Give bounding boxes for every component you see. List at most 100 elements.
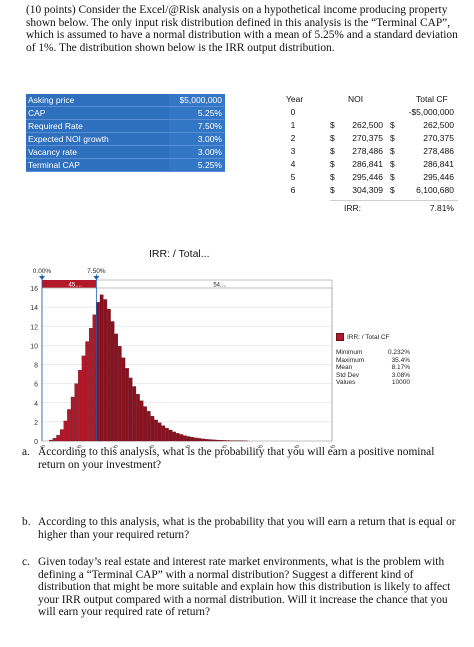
histogram-bar [208,439,213,442]
histogram-bar [88,328,93,442]
histogram-bar [186,436,191,442]
input-value: $5,000,000 [169,94,225,107]
input-value: 3.00% [169,146,225,159]
cashflow-row: 4 $286,841 $286,841 [278,158,458,171]
histogram-bar [183,435,187,442]
histogram-bar [194,437,198,442]
input-row: Asking price $5,000,000 [26,94,225,107]
histogram-bar [204,439,209,442]
input-label: Asking price [26,94,169,107]
histogram-bar [56,435,60,442]
histogram-bar [78,370,82,442]
input-row: Required Rate 7.50% [26,120,225,133]
cashflow-row: 0 -$5,000,000 [278,106,458,119]
dollar-sign: $ [330,120,335,130]
histogram-bar [92,314,97,442]
histogram-bar [150,415,155,442]
left-probability-label: 45.... [69,283,83,289]
input-value: 3.00% [169,133,225,146]
noi-cell: 262,500 [352,120,383,130]
y-tick-label: 16 [30,286,38,293]
irr-histogram: 45.... 54.... 0.00% 7.50% 0 2 4 6 8 10 12 14 16 0% 5… [30,268,337,448]
input-label: Expected NOI growth [26,133,169,146]
input-label: Vacancy rate [26,146,169,159]
noi-cell: 286,841 [352,159,383,169]
stat-value: 0.232% [387,349,410,356]
stat-name: Std Dev [336,371,360,379]
histogram-bar [212,439,216,442]
histogram-bar [70,396,75,442]
y-tick-label: 14 [30,305,38,312]
histogram-bar [168,429,173,442]
histogram-bar [172,431,176,442]
input-label: CAP [26,107,169,120]
histogram-bar [161,425,166,442]
question-letter: c. [22,556,30,568]
left-probability-bar [42,280,97,288]
histogram-bar [175,433,180,442]
stat-name: Minimum [336,349,363,356]
year-header: Year [286,94,304,104]
year-cell: 2 [290,133,296,143]
dollar-sign: $ [390,146,395,156]
inputs-table: Asking price $5,000,000 CAP 5.25% Required… [26,94,225,180]
histogram-bar [103,299,108,442]
irr-label: IRR: [344,203,361,213]
histogram-bar [139,400,144,442]
histogram-bar [117,346,122,442]
stat-name: Maximum [336,356,365,364]
question-number: 4. [4,4,26,17]
noi-cell: 304,309 [352,185,383,195]
stat-row: Maximum 35.4% [336,357,456,365]
year-cell: 3 [290,146,296,156]
noi-header: NOI [348,94,364,104]
histogram-bar [157,422,162,442]
y-tick-label: 8 [34,363,38,370]
x-tick-label: 35% [294,445,301,448]
noi-cell: 295,446 [352,172,383,182]
total-cf-cell: 6,100,680 [416,185,454,195]
total-cf-cell: 262,500 [423,120,454,130]
histogram-bar [201,438,205,442]
histogram-bar [136,393,140,442]
histogram-bar [165,427,169,442]
dollar-sign: $ [390,159,395,169]
histogram-bar [179,434,184,442]
year-cell: 4 [290,159,296,169]
stat-name: Values [336,379,356,387]
x-tick-label: 40% [330,445,337,448]
input-value: 5.25% [169,159,225,172]
stat-value: 8.17% [391,364,410,372]
input-row: Terminal CAP 5.25% [26,159,225,172]
total-cf-cell: 270,375 [423,133,454,143]
irr-result: IRR: 7.81% [330,200,458,215]
question-intro: 4.(10 points) Consider the Excel/@Risk a… [4,4,466,54]
year-cell: 1 [290,120,296,130]
histogram-bar [114,333,118,442]
dollar-sign: $ [390,133,395,143]
dollar-sign: $ [330,133,335,143]
dollar-sign: $ [330,146,335,156]
histogram-bar [59,429,64,442]
total-cf-cell: 295,446 [423,172,454,182]
histogram-bar [74,383,79,442]
histogram-bar [63,420,68,442]
y-tick-label: 10 [30,343,38,350]
y-tick-label: 6 [34,382,38,389]
stat-value: 35.4% [391,356,410,364]
histogram-bar [85,341,89,442]
input-value: 5.25% [169,107,225,120]
stat-row: Minimum 0.232% [336,349,456,357]
x-tick-label: 15% [149,445,156,448]
x-tick-label: 5% [76,445,83,448]
irr-value: 7.81% [429,203,454,213]
total-cf-header: Total CF [416,94,448,104]
histogram-bar [215,439,220,442]
dollar-sign: $ [390,185,395,195]
stat-row: Values 10000 [336,379,456,387]
chart-title: IRR: / Total... [149,248,210,260]
x-tick-label: 20% [185,445,192,448]
histogram-bar [96,302,100,442]
question-letter: a. [22,446,30,458]
left-delimiter-label: 0.00% [33,268,52,275]
